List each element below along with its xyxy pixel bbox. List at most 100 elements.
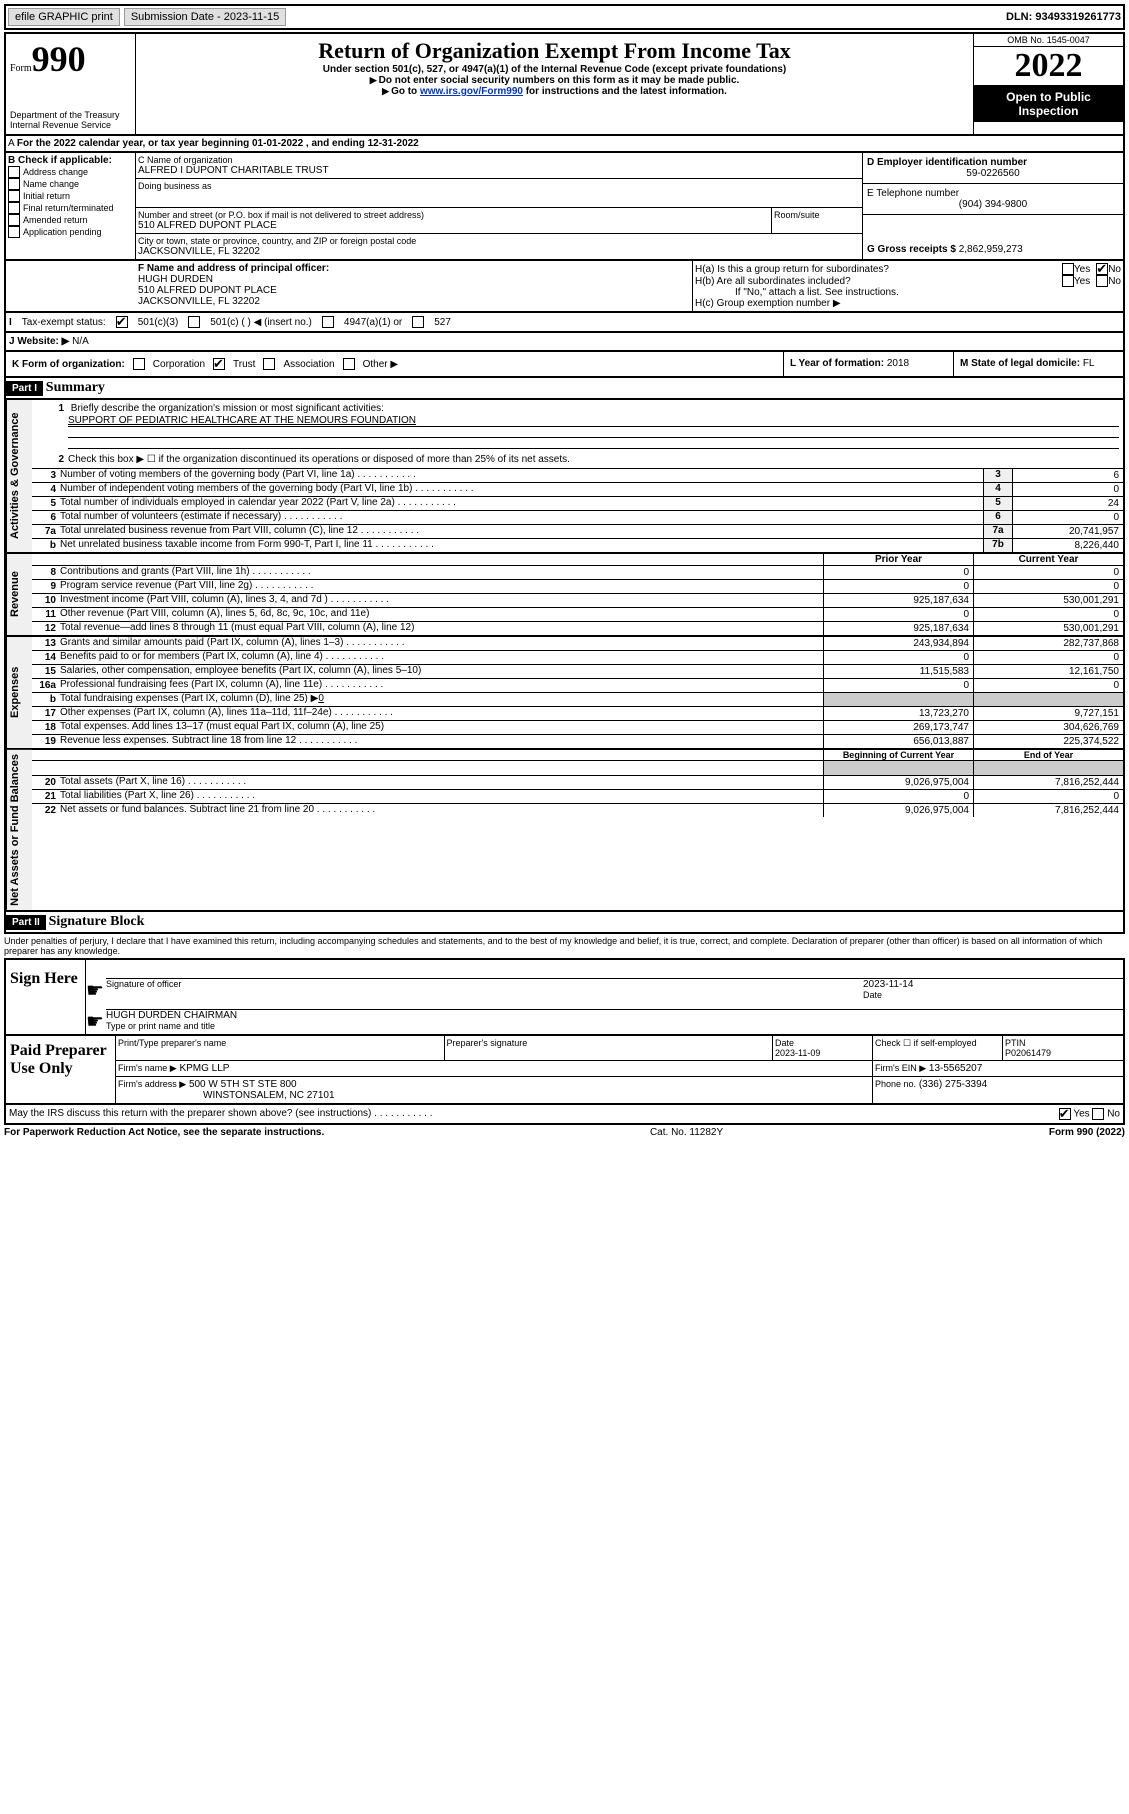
l12-current: 530,001,291: [973, 622, 1123, 635]
line3-label: Number of voting members of the governin…: [60, 469, 983, 482]
line17-label: Other expenses (Part IX, column (A), lin…: [60, 707, 823, 720]
l18-prior: 269,173,747: [823, 721, 973, 734]
l20-prior: 9,026,975,004: [823, 776, 973, 789]
line4-label: Number of independent voting members of …: [60, 483, 983, 496]
lbl-address-change: Address change: [23, 167, 88, 177]
cb-initial-return[interactable]: [8, 190, 20, 202]
l-value: 2018: [887, 358, 909, 369]
cb-discuss-no[interactable]: [1092, 1108, 1104, 1120]
lbl-501c3: 501(c)(3): [138, 317, 179, 328]
firm-name: KPMG LLP: [179, 1063, 229, 1074]
part2-header: Part II: [6, 915, 46, 930]
lbl-trust: Trust: [233, 359, 255, 370]
prep-col2: Preparer's signature: [445, 1036, 774, 1060]
efile-button[interactable]: efile GRAPHIC print: [8, 8, 120, 26]
print-name-label: Type or print name and title: [106, 1021, 1123, 1031]
cb-address-change[interactable]: [8, 166, 20, 178]
line21-label: Total liabilities (Part X, line 26): [60, 790, 823, 803]
tab-net-assets: Net Assets or Fund Balances: [6, 750, 32, 910]
col-begin: Beginning of Current Year: [823, 750, 973, 760]
org-name: ALFRED I DUPONT CHARITABLE TRUST: [138, 165, 860, 176]
sign-date: 2023-11-14: [863, 979, 1123, 990]
cb-4947[interactable]: [322, 316, 334, 328]
cb-other[interactable]: [343, 358, 355, 370]
l9-prior: 0: [823, 580, 973, 593]
cb-assoc[interactable]: [263, 358, 275, 370]
cb-527[interactable]: [412, 316, 424, 328]
hb-note: If "No," attach a list. See instructions…: [695, 287, 1121, 298]
paid-preparer-label: Paid Preparer Use Only: [6, 1036, 116, 1103]
cb-corp[interactable]: [133, 358, 145, 370]
part1-header: Part I: [6, 381, 43, 396]
l11-prior: 0: [823, 608, 973, 621]
sign-date-label: Date: [863, 990, 1123, 1000]
m-label: M State of legal domicile:: [960, 358, 1080, 369]
sub3-post: for instructions and the latest informat…: [523, 86, 727, 97]
sign-here-label: Sign Here: [6, 960, 86, 1034]
line13-label: Grants and similar amounts paid (Part IX…: [60, 637, 823, 650]
l14-prior: 0: [823, 651, 973, 664]
cb-name-change[interactable]: [8, 178, 20, 190]
paperwork-notice: For Paperwork Reduction Act Notice, see …: [4, 1127, 324, 1138]
form990-link[interactable]: www.irs.gov/Form990: [420, 86, 523, 97]
cb-501c3[interactable]: [116, 316, 128, 328]
cb-amended[interactable]: [8, 214, 20, 226]
l13-prior: 243,934,894: [823, 637, 973, 650]
line1-value: SUPPORT OF PEDIATRIC HEALTHCARE AT THE N…: [68, 415, 416, 426]
ein-value: 59-0226560: [867, 168, 1119, 179]
e-phone-label: E Telephone number: [867, 188, 1119, 199]
line7a-value: 20,741,957: [1013, 525, 1123, 538]
f-officer-label: F Name and address of principal officer:: [138, 263, 690, 274]
street-label: Number and street (or P.O. box if mail i…: [138, 210, 769, 220]
declaration-text: Under penalties of perjury, I declare th…: [4, 934, 1125, 958]
l13-current: 282,737,868: [973, 637, 1123, 650]
line7b-value: 8,226,440: [1013, 539, 1123, 552]
l10-prior: 925,187,634: [823, 594, 973, 607]
g-gross-label: G Gross receipts $: [867, 244, 956, 255]
l-label: L Year of formation:: [790, 358, 884, 369]
lbl-initial-return: Initial return: [23, 191, 70, 201]
line10-label: Investment income (Part VIII, column (A)…: [60, 594, 823, 607]
city-state-zip: JACKSONVILLE, FL 32202: [138, 246, 860, 257]
line11-label: Other revenue (Part VIII, column (A), li…: [60, 608, 823, 621]
l9-current: 0: [973, 580, 1123, 593]
lbl-app-pending: Application pending: [23, 227, 102, 237]
ha-no: No: [1108, 264, 1121, 275]
hb-no: No: [1108, 276, 1121, 287]
l15-current: 12,161,750: [973, 665, 1123, 678]
city-label: City or town, state or province, country…: [138, 236, 860, 246]
firm-phone: (336) 275-3394: [919, 1079, 987, 1090]
prep-col3: Date: [775, 1038, 794, 1048]
tax-year: 2022: [974, 47, 1123, 86]
firm-ein: 13-5565207: [929, 1063, 982, 1074]
cb-discuss-yes[interactable]: [1059, 1108, 1071, 1120]
cb-app-pending[interactable]: [8, 226, 20, 238]
col-end: End of Year: [973, 750, 1123, 760]
cb-ha-no[interactable]: [1096, 263, 1108, 275]
cb-final-return[interactable]: [8, 202, 20, 214]
cb-hb-yes[interactable]: [1062, 275, 1074, 287]
cb-trust[interactable]: [213, 358, 225, 370]
l20-current: 7,816,252,444: [973, 776, 1123, 789]
line22-label: Net assets or fund balances. Subtract li…: [60, 804, 823, 817]
line18-label: Total expenses. Add lines 13–17 (must eq…: [60, 721, 823, 734]
cb-ha-yes[interactable]: [1062, 263, 1074, 275]
line6-value: 0: [1013, 511, 1123, 524]
prep-col1: Print/Type preparer's name: [116, 1036, 445, 1060]
m-value: FL: [1083, 358, 1095, 369]
hc-label: H(c) Group exemption number ▶: [695, 298, 1121, 309]
officer-name: HUGH DURDEN: [138, 274, 690, 285]
website-value: N/A: [72, 336, 89, 347]
l14-current: 0: [973, 651, 1123, 664]
phone-value: (904) 394-9800: [867, 199, 1119, 210]
cat-no: Cat. No. 11282Y: [650, 1127, 723, 1138]
l16a-prior: 0: [823, 679, 973, 692]
l8-current: 0: [973, 566, 1123, 579]
cb-501c[interactable]: [188, 316, 200, 328]
form-footer: Form 990 (2022): [1049, 1127, 1125, 1138]
line9-label: Program service revenue (Part VIII, line…: [60, 580, 823, 593]
k-label: K Form of organization:: [12, 359, 125, 370]
line16b-value: 0: [318, 693, 324, 704]
cb-hb-no[interactable]: [1096, 275, 1108, 287]
submission-date-button[interactable]: Submission Date - 2023-11-15: [124, 8, 286, 26]
